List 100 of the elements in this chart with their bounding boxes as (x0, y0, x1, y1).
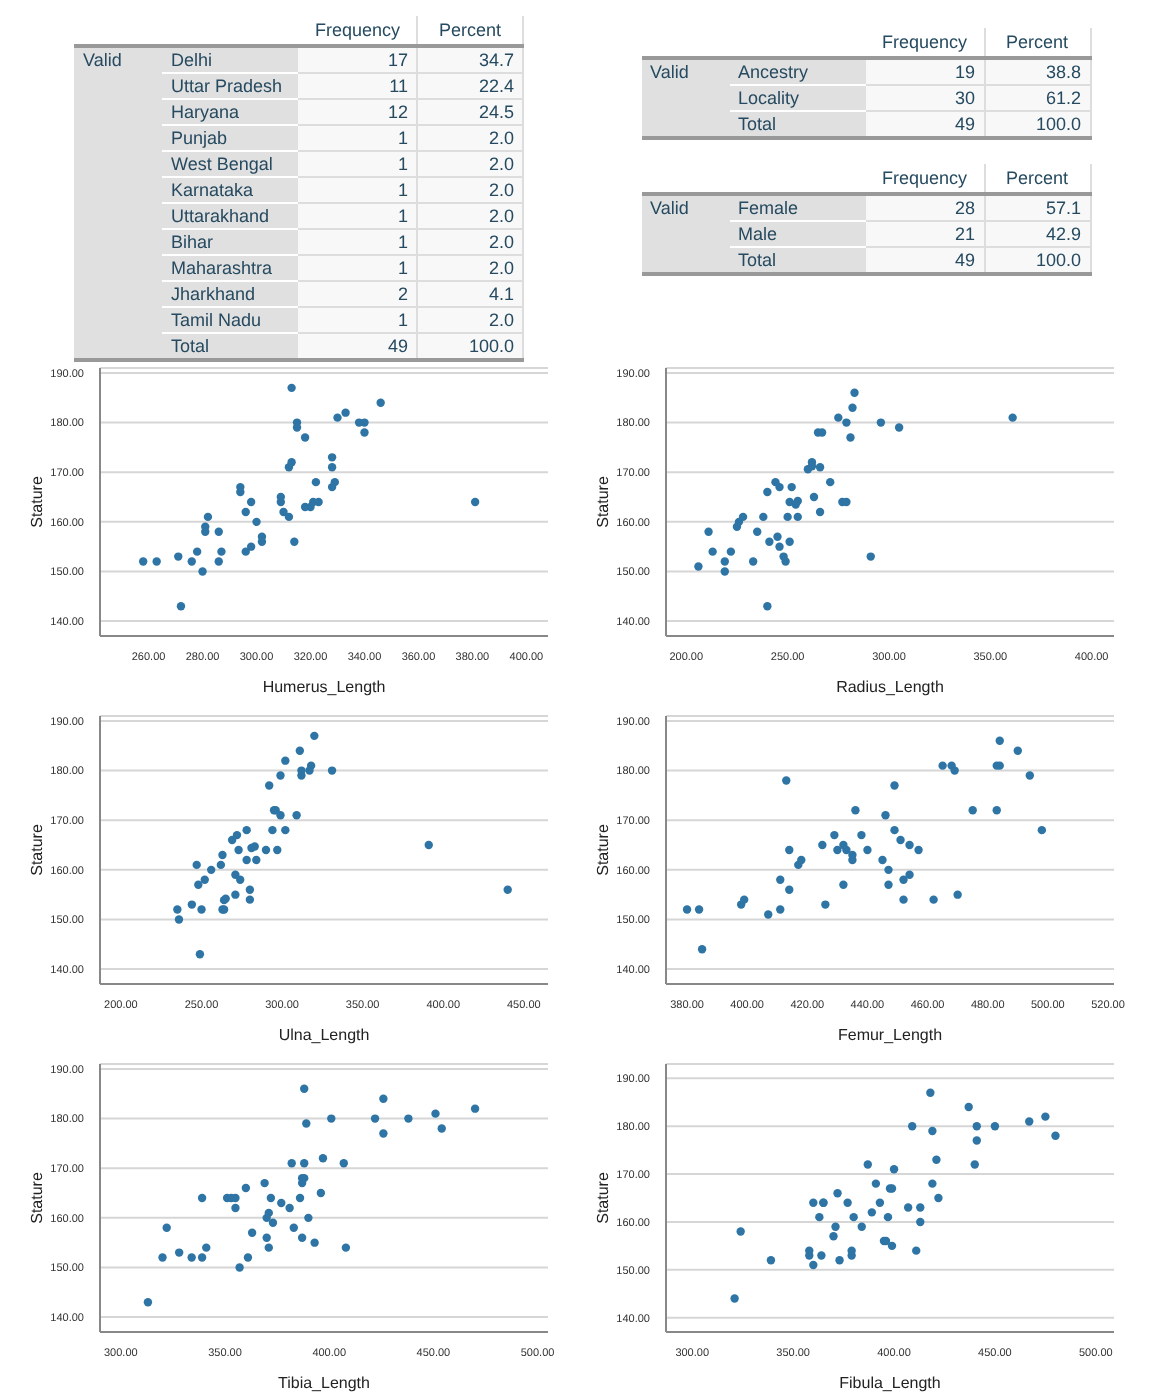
text: Valid (641, 194, 730, 274)
category-label: Punjab (162, 125, 299, 151)
point (176, 602, 186, 611)
point (831, 1222, 840, 1231)
point (928, 1126, 937, 1136)
point (815, 463, 825, 472)
point (809, 1260, 818, 1270)
point (926, 1088, 935, 1097)
point (173, 905, 182, 914)
point (158, 1253, 167, 1262)
data-label: 57.1 (984, 194, 1091, 221)
data-label: 42.9 (984, 221, 1091, 247)
point (281, 825, 290, 835)
point (833, 1189, 842, 1198)
point (241, 547, 250, 556)
point (252, 855, 261, 865)
point (292, 423, 302, 432)
point (682, 905, 692, 914)
data-label: 49 (865, 247, 985, 274)
data-label: 19 (865, 58, 985, 85)
point (327, 453, 337, 462)
data-label: 1 (298, 229, 418, 255)
point (316, 1188, 326, 1198)
point (826, 477, 835, 487)
point (830, 830, 839, 840)
data-label: 100.0 (984, 247, 1091, 274)
point (265, 781, 274, 790)
point (264, 1208, 273, 1218)
x-axis-title: Ulna_Length (278, 1026, 370, 1044)
point (327, 1114, 336, 1123)
point (276, 771, 285, 780)
point (871, 1179, 881, 1188)
point (720, 557, 729, 566)
category-label: Ancestry (729, 58, 866, 85)
point (876, 418, 886, 427)
point (938, 761, 947, 770)
point (246, 542, 256, 551)
point (851, 806, 860, 815)
point (217, 547, 226, 556)
point (243, 1253, 253, 1262)
x-axis-title: Humerus_Length (262, 678, 386, 696)
category-label: Jharkhand (162, 281, 299, 307)
point (1041, 1112, 1050, 1121)
point (198, 567, 207, 576)
point (905, 870, 914, 880)
point (950, 766, 959, 775)
point (246, 497, 256, 507)
point (290, 537, 299, 546)
point (764, 910, 773, 919)
point (908, 1122, 917, 1131)
point (174, 1248, 184, 1257)
point (759, 512, 768, 522)
point (748, 557, 758, 566)
data-label: 34.7 (417, 46, 524, 73)
point (192, 860, 201, 870)
point (295, 746, 305, 755)
point (1008, 413, 1017, 422)
data-label: 1 (298, 125, 418, 151)
point (503, 885, 512, 894)
point (857, 1222, 866, 1231)
series-label: Percent (417, 16, 524, 46)
point (143, 1298, 153, 1307)
category-label: Uttarakhand (162, 203, 299, 229)
point (883, 1212, 893, 1222)
point (252, 517, 261, 527)
point (914, 845, 923, 855)
point (736, 1227, 745, 1236)
point (304, 1213, 313, 1223)
point (152, 557, 161, 566)
point (247, 1228, 257, 1237)
series-label: Frequency (865, 28, 985, 58)
point (216, 860, 226, 870)
point (333, 413, 342, 422)
point (264, 1243, 273, 1252)
point (776, 875, 785, 884)
point (968, 806, 977, 815)
point (839, 880, 848, 889)
x-axis-title: Femur_Length (837, 1026, 943, 1044)
point (766, 1256, 776, 1265)
point (765, 537, 774, 546)
point (849, 1212, 858, 1222)
point (1025, 771, 1035, 780)
point (379, 1094, 388, 1103)
point (763, 602, 772, 611)
series-label: Percent (984, 28, 1091, 58)
point (231, 870, 240, 880)
point (720, 567, 729, 576)
point (738, 512, 748, 522)
point (268, 825, 277, 835)
data-label: 1 (298, 307, 418, 333)
point (1025, 1117, 1034, 1126)
point (162, 1223, 171, 1232)
point (1037, 825, 1047, 835)
point (281, 756, 290, 765)
point (241, 507, 250, 517)
point (846, 433, 855, 442)
category-label: Maharashtra (162, 255, 299, 281)
point (834, 413, 843, 422)
point (200, 875, 209, 884)
point (829, 1232, 838, 1241)
